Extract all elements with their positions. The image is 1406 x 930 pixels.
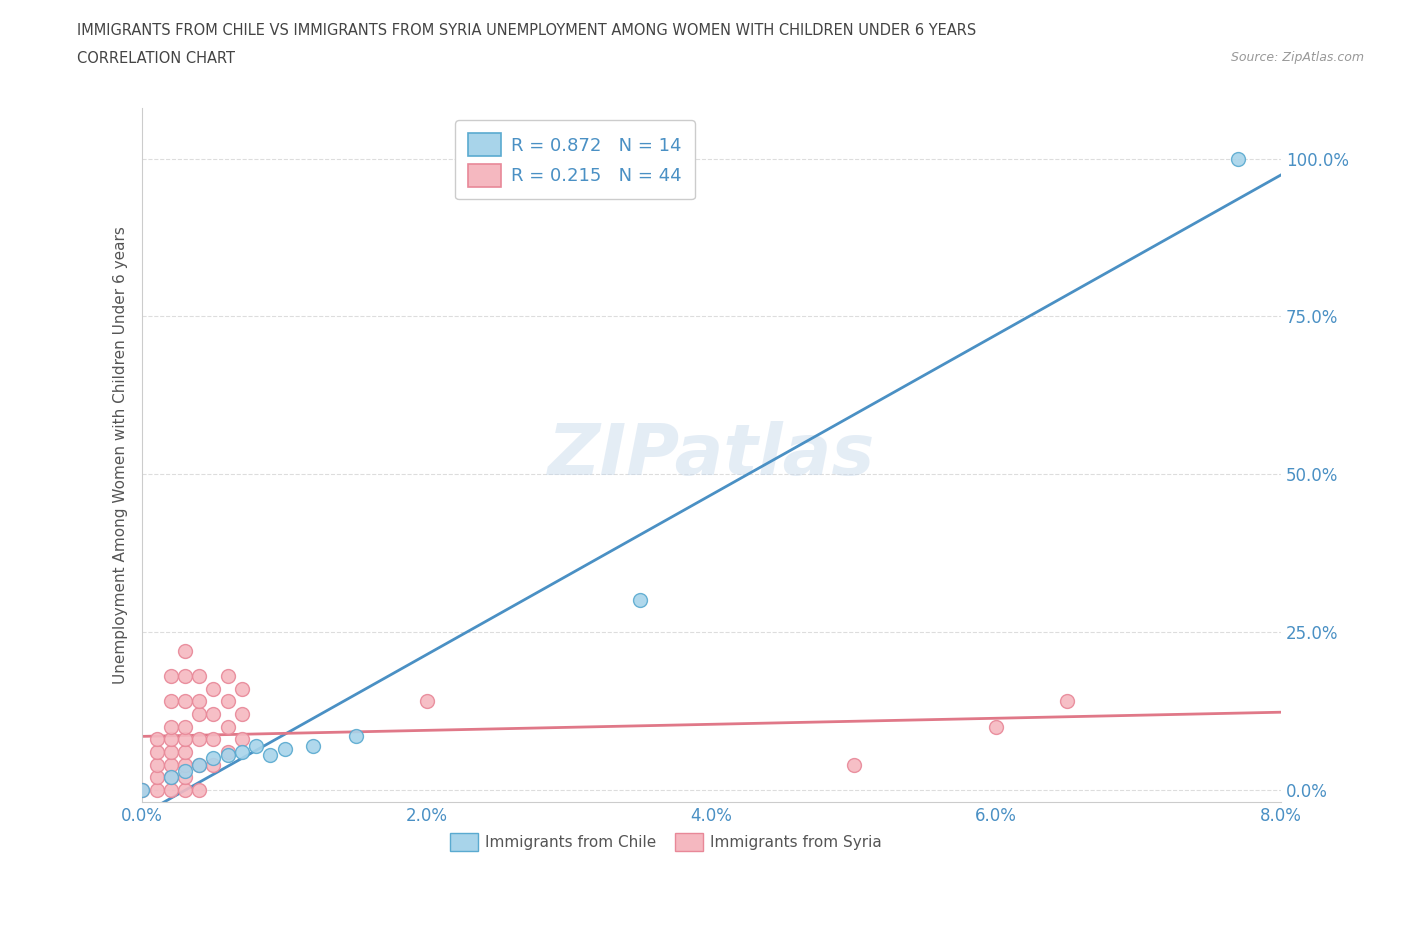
Point xyxy=(416,694,439,709)
Point xyxy=(174,757,197,772)
Point xyxy=(174,782,197,797)
Point xyxy=(174,669,197,684)
Point xyxy=(302,738,325,753)
Point xyxy=(231,732,253,747)
Text: CORRELATION CHART: CORRELATION CHART xyxy=(77,51,235,66)
Point xyxy=(1056,694,1078,709)
Point xyxy=(217,748,239,763)
Point xyxy=(188,707,211,722)
Point xyxy=(159,732,181,747)
Point xyxy=(188,782,211,797)
Point xyxy=(145,732,167,747)
Legend: Immigrants from Chile, Immigrants from Syria: Immigrants from Chile, Immigrants from S… xyxy=(444,828,889,857)
Point xyxy=(174,694,197,709)
Point xyxy=(231,707,253,722)
Point xyxy=(202,751,225,765)
Point xyxy=(145,770,167,785)
Point xyxy=(217,694,239,709)
Text: Source: ZipAtlas.com: Source: ZipAtlas.com xyxy=(1230,51,1364,64)
Point xyxy=(202,682,225,697)
Point xyxy=(159,669,181,684)
Point xyxy=(188,694,211,709)
Point xyxy=(159,782,181,797)
Point xyxy=(188,732,211,747)
Point xyxy=(273,741,295,756)
Point xyxy=(259,748,281,763)
Point xyxy=(174,744,197,759)
Point xyxy=(986,719,1008,734)
Point xyxy=(174,644,197,658)
Point xyxy=(217,669,239,684)
Point xyxy=(159,694,181,709)
Point xyxy=(245,738,267,753)
Point xyxy=(159,770,181,785)
Point xyxy=(145,757,167,772)
Point xyxy=(231,744,253,759)
Point xyxy=(202,732,225,747)
Point xyxy=(159,719,181,734)
Point xyxy=(1227,151,1250,166)
Point xyxy=(145,744,167,759)
Point xyxy=(188,669,211,684)
Point xyxy=(188,757,211,772)
Y-axis label: Unemployment Among Women with Children Under 6 years: Unemployment Among Women with Children U… xyxy=(114,226,128,684)
Point xyxy=(188,757,211,772)
Point xyxy=(231,682,253,697)
Point xyxy=(202,757,225,772)
Point xyxy=(217,719,239,734)
Point xyxy=(159,744,181,759)
Point xyxy=(131,782,153,797)
Point xyxy=(217,744,239,759)
Point xyxy=(159,757,181,772)
Point xyxy=(174,732,197,747)
Point xyxy=(630,593,652,608)
Point xyxy=(131,782,153,797)
Text: ZIPatlas: ZIPatlas xyxy=(548,420,876,490)
Point xyxy=(202,707,225,722)
Point xyxy=(842,757,865,772)
Point xyxy=(174,770,197,785)
Point xyxy=(174,764,197,778)
Point xyxy=(159,770,181,785)
Point xyxy=(174,719,197,734)
Point xyxy=(145,782,167,797)
Point xyxy=(344,729,367,744)
Text: IMMIGRANTS FROM CHILE VS IMMIGRANTS FROM SYRIA UNEMPLOYMENT AMONG WOMEN WITH CHI: IMMIGRANTS FROM CHILE VS IMMIGRANTS FROM… xyxy=(77,23,977,38)
